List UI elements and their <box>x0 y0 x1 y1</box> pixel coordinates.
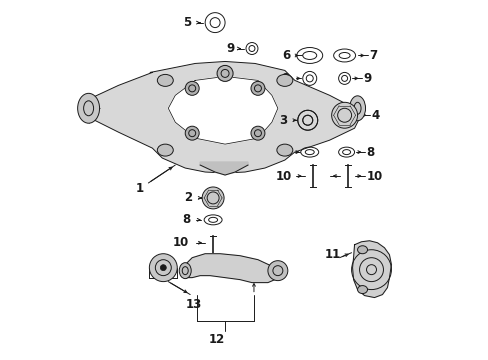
Text: 4: 4 <box>371 109 379 122</box>
Circle shape <box>267 261 287 280</box>
Text: 10: 10 <box>172 236 188 249</box>
Ellipse shape <box>157 75 173 86</box>
Text: 7: 7 <box>369 49 377 62</box>
Ellipse shape <box>157 144 173 156</box>
Text: 9: 9 <box>225 42 234 55</box>
Circle shape <box>149 254 177 282</box>
Text: 3: 3 <box>278 114 286 127</box>
Text: 1: 1 <box>135 183 143 195</box>
Circle shape <box>185 126 199 140</box>
Circle shape <box>202 187 224 209</box>
Circle shape <box>217 66 233 81</box>
Ellipse shape <box>179 263 191 279</box>
Text: 11: 11 <box>324 248 340 261</box>
Text: 8: 8 <box>280 145 288 159</box>
Text: 2: 2 <box>184 192 192 204</box>
Text: 10: 10 <box>275 170 291 183</box>
Text: 8: 8 <box>366 145 374 159</box>
Text: 9: 9 <box>363 72 371 85</box>
Ellipse shape <box>357 285 367 293</box>
Ellipse shape <box>357 246 367 254</box>
Ellipse shape <box>276 75 292 86</box>
Polygon shape <box>182 254 277 283</box>
Ellipse shape <box>276 144 292 156</box>
Text: 6: 6 <box>281 49 289 62</box>
Ellipse shape <box>78 93 100 123</box>
Circle shape <box>331 102 357 128</box>
Circle shape <box>185 81 199 95</box>
Text: 9: 9 <box>281 72 289 85</box>
Text: 8: 8 <box>182 213 190 226</box>
Text: 10: 10 <box>366 170 382 183</box>
Text: 5: 5 <box>183 16 191 29</box>
Polygon shape <box>82 62 359 173</box>
Circle shape <box>250 81 264 95</box>
Circle shape <box>160 265 166 271</box>
Polygon shape <box>200 162 247 175</box>
Circle shape <box>250 126 264 140</box>
Text: 13: 13 <box>185 298 201 311</box>
Text: 12: 12 <box>208 333 225 346</box>
Polygon shape <box>352 241 390 298</box>
Ellipse shape <box>349 96 365 121</box>
Polygon shape <box>168 76 277 144</box>
